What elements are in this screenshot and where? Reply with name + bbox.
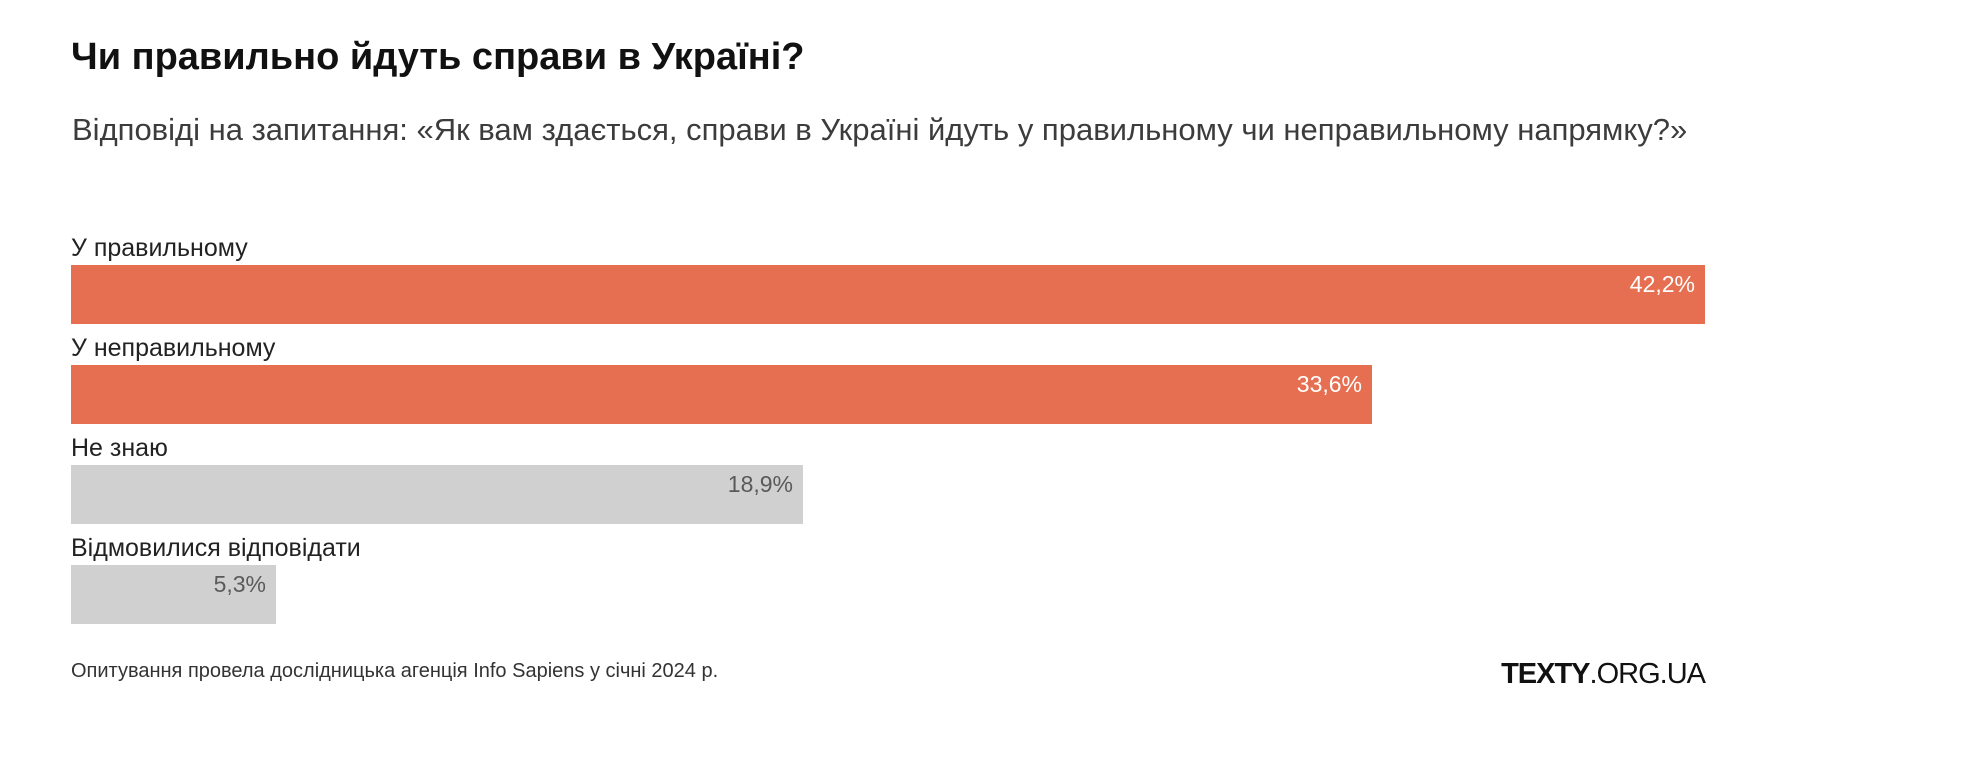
texty-logo: TEXTY.ORG.UA: [1500, 658, 1706, 691]
chart-subtitle: Відповіді на запитання: «Як вам здається…: [72, 112, 1688, 147]
source-footnote: Опитування провела дослідницька агенція …: [71, 660, 719, 682]
logo-domain-text: .ORG.UA: [1589, 658, 1706, 690]
bar-value-label: 33,6%: [1296, 371, 1362, 397]
bar-value-label: 18,9%: [727, 471, 793, 497]
chart-title: Чи правильно йдуть справи в Україні?: [71, 36, 805, 78]
bar-value-label: 42,2%: [1629, 271, 1695, 297]
bar: [71, 465, 803, 524]
bar: [71, 565, 276, 624]
bar: [71, 365, 1372, 424]
bar-category-label: Не знаю: [71, 434, 168, 462]
bar-category-label: У правильному: [71, 234, 248, 262]
bar-row: Не знаю 18,9%: [71, 432, 1705, 528]
bar-category-label: У неправильному: [71, 334, 276, 362]
bar: [71, 265, 1705, 324]
bar-row: У неправильному 33,6%: [71, 332, 1705, 428]
bar-category-label: Відмовилися відповідати: [71, 534, 361, 562]
bar-row: У правильному 42,2%: [71, 232, 1705, 328]
bar-row: Відмовилися відповідати 5,3%: [71, 532, 1705, 628]
logo-strong-text: TEXTY: [1501, 658, 1590, 690]
bar-value-label: 5,3%: [213, 571, 266, 597]
